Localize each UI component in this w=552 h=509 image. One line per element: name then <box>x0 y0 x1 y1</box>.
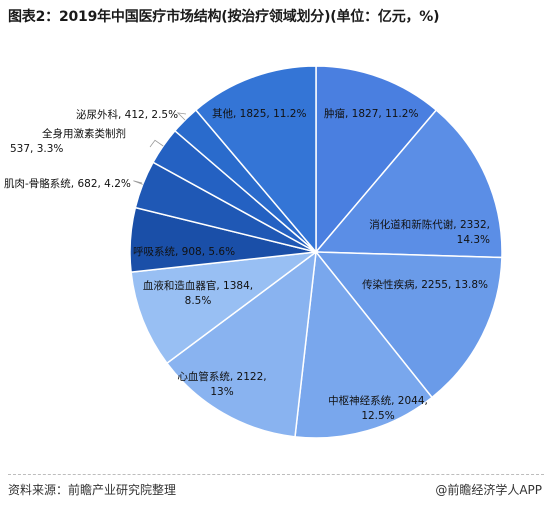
pie-slice-6 <box>130 250 319 365</box>
credit-note: @前瞻经济学人APP <box>435 483 542 497</box>
slice-label-1: 肿瘤, 1827, 11.2% <box>324 107 418 120</box>
pie-slice-5 <box>165 250 317 438</box>
slice-label-9: 全身用激素类制剂 537, 3.3% <box>10 127 126 155</box>
slice-label-3: 传染性疾病, 2255, 13.8% <box>362 278 488 291</box>
slice-label-11: 其他, 1825, 11.2% <box>212 107 306 120</box>
slice-label-7: 呼吸系统, 908, 5.6% <box>133 245 235 258</box>
leader-line-8 <box>133 180 143 185</box>
slice-labels: 肿瘤, 1827, 11.2% 消化道和新陈代谢, 2332, 14.3% 传染性疾病… <box>4 107 490 422</box>
slice-label-10: 泌尿外科, 412, 2.5% <box>76 108 178 121</box>
leader-line-9 <box>149 139 164 148</box>
leader-line-10 <box>176 112 187 121</box>
leader-lines <box>133 112 187 185</box>
slice-label-5: 心血管系统, 2122, 13% <box>177 370 266 398</box>
slice-label-8: 肌肉-骨骼系统, 682, 4.2% <box>4 177 131 190</box>
chart-title: 图表2：2019年中国医疗市场结构(按治疗领域划分)(单位：亿元，%) <box>8 9 440 25</box>
footer-divider <box>8 474 544 475</box>
slice-label-6: 血液和造血器官, 1384, 8.5% <box>143 279 253 307</box>
pie-slice-11 <box>194 65 317 255</box>
source-note: 资料来源：前瞻产业研究院整理 <box>8 483 177 497</box>
pie-slice-1 <box>315 65 438 255</box>
slice-label-4: 中枢神经系统, 2044, 12.5% <box>328 394 428 422</box>
pie-slice-3 <box>314 251 503 399</box>
pie-chart: 肿瘤, 1827, 11.2% 消化道和新陈代谢, 2332, 14.3% 传染性疾病… <box>4 65 503 439</box>
slice-label-2: 消化道和新陈代谢, 2332, 14.3% <box>369 218 490 246</box>
pie-slice-4 <box>294 250 434 439</box>
pie-slices <box>129 65 503 439</box>
pie-slice-2 <box>314 109 503 259</box>
